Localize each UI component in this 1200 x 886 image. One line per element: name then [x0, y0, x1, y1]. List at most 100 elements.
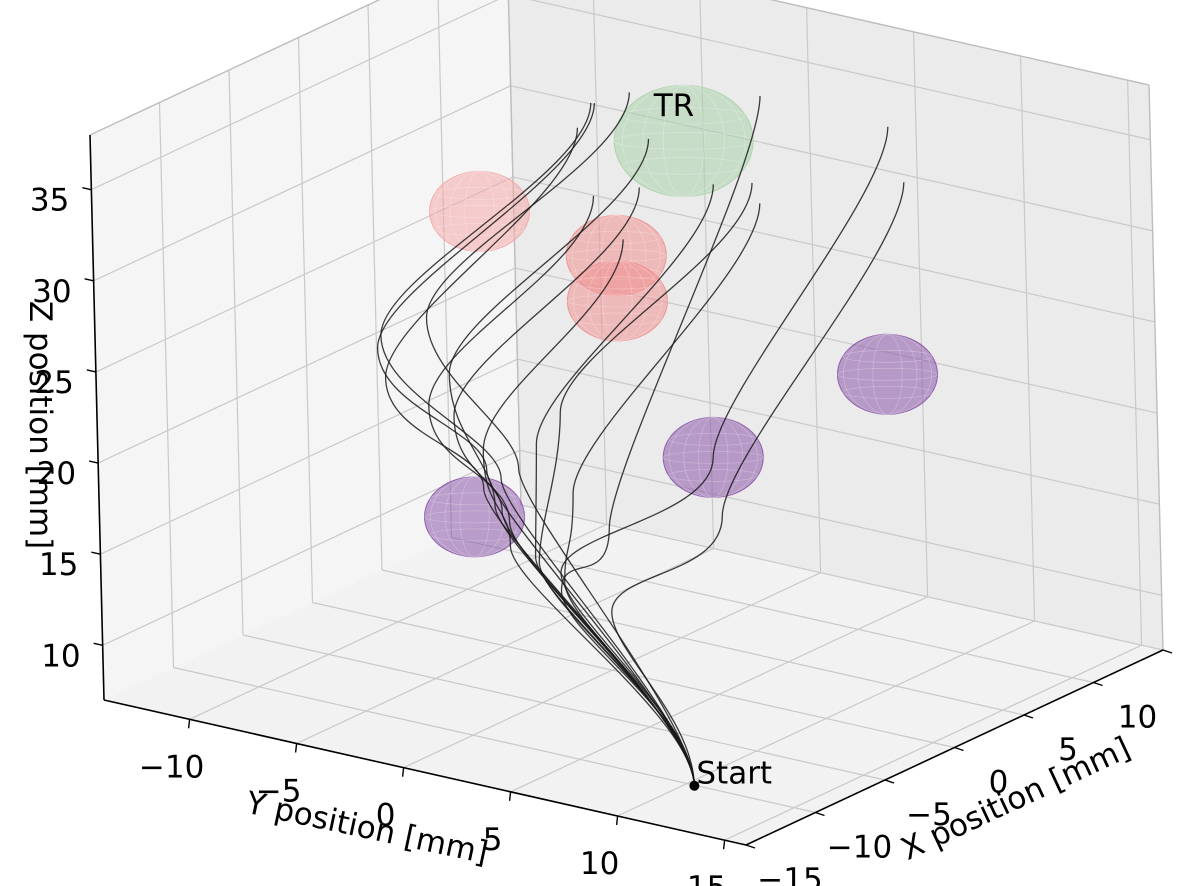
sphere-meridian	[683, 416, 744, 498]
sphere-parallel	[434, 223, 525, 236]
grid-line-z-left	[100, 358, 518, 555]
pane-edge	[769, 0, 1150, 86]
trajectory-2	[380, 102, 696, 786]
z-tick-label: 30	[32, 274, 71, 310]
sphere-parallel	[424, 510, 525, 524]
red-obstacle-3	[566, 260, 668, 342]
z-tick-mark	[86, 369, 97, 373]
x-tick-label: 10	[1118, 700, 1157, 736]
grid-line-x-floor	[242, 634, 886, 781]
markers: Start TR	[653, 88, 772, 792]
sphere-parallel	[621, 157, 747, 175]
x-tick-mark	[884, 779, 895, 784]
x-tick-mark	[745, 844, 756, 849]
grid-line-x-floor	[381, 569, 1025, 716]
z-tick-label: 35	[30, 183, 69, 219]
sphere-meridian	[872, 333, 903, 415]
z-tick-mark	[93, 642, 103, 647]
sphere-body	[423, 476, 526, 558]
trajectory-12	[560, 95, 761, 786]
sphere-parallel	[842, 385, 933, 399]
sphere-parallel	[566, 294, 668, 308]
sphere-body	[566, 260, 668, 342]
back-left-pane	[90, 0, 521, 700]
sphere-parallel	[837, 367, 938, 381]
purple-obstacle-3	[836, 333, 939, 415]
x-tick-label: −15	[757, 862, 822, 886]
sphere-parallel	[429, 528, 520, 542]
y-axis-line	[103, 699, 747, 846]
sphere-meridian	[842, 333, 933, 415]
grid-line-y-floor	[724, 644, 1142, 841]
grid-line-z-left	[97, 267, 516, 464]
sphere-parallel	[621, 107, 747, 125]
x-tick-label: −10	[827, 830, 892, 866]
sphere-meridian	[587, 260, 648, 342]
sphere-parallel	[571, 230, 662, 244]
sphere-meridian	[459, 476, 490, 558]
y-tick-label: 10	[580, 846, 619, 882]
target-sphere	[613, 84, 754, 197]
axes-spines	[82, 134, 1173, 850]
y-tick-label: 15	[687, 870, 726, 886]
grid-line-y-floor	[403, 572, 821, 769]
sphere-body	[836, 333, 939, 415]
z-axis-line	[89, 134, 105, 701]
grid-line-z-right	[517, 358, 1160, 505]
grid-line-y-floor	[189, 523, 607, 720]
grid-line-y-floor	[617, 620, 1035, 817]
pane-edge	[89, 0, 381, 136]
sphere-parallel	[842, 349, 933, 363]
grid-line-x-wall	[437, 0, 453, 538]
x-tick-label: 0	[989, 765, 1009, 801]
y-tick-mark	[187, 719, 191, 729]
pane-edge	[1148, 84, 1164, 651]
x-tick-mark	[1093, 681, 1103, 687]
sphere-parallel	[572, 276, 663, 290]
z-tick-mark	[91, 551, 101, 555]
grid-line-x-wall	[228, 69, 244, 636]
sphere-parallel	[434, 187, 525, 200]
y-tick-mark	[401, 767, 405, 777]
grid-line-y-floor	[510, 596, 928, 793]
sphere-parallel	[613, 132, 754, 150]
z-tick-mark	[88, 460, 99, 464]
y-tick-mark	[615, 815, 619, 826]
trajectory-7	[453, 187, 696, 786]
x-tick-mark	[1023, 714, 1034, 719]
grid-line-x-wall	[158, 102, 175, 668]
grid-line-y-wall	[806, 7, 822, 573]
y-tick-mark	[508, 791, 512, 801]
trajectory-1	[376, 103, 696, 786]
target-label: TR	[653, 88, 694, 124]
axes-panes	[90, 0, 1163, 845]
grid-line-z-right	[529, 0, 1151, 141]
grid-line-y-wall	[1020, 55, 1036, 622]
z-tick-mark	[84, 278, 94, 282]
start-marker	[689, 780, 700, 791]
z-tick-label: 10	[41, 638, 80, 674]
y-axis-label: Y position [mm]	[242, 785, 491, 872]
y-tick-label: −5	[256, 774, 302, 810]
grid-line-z-left	[91, 0, 499, 191]
trajectory-13	[611, 182, 905, 786]
trajectory-8	[482, 239, 696, 786]
grid-line-y-wall	[913, 31, 929, 597]
sphere-meridian	[857, 333, 918, 415]
sphere-parallel	[572, 312, 663, 326]
z-axis-label: Z position [mm]	[22, 301, 58, 549]
trajectory-11	[564, 203, 761, 786]
spheres	[423, 84, 939, 558]
x-tick-mark	[815, 811, 825, 817]
x-tick-mark	[954, 746, 964, 752]
sphere-meridian	[668, 416, 758, 498]
sphere-meridian	[449, 170, 510, 252]
sphere-body	[428, 170, 531, 252]
y-tick-mark	[294, 743, 298, 753]
grid-line-x-floor	[520, 504, 1164, 651]
y-tick-label: 5	[483, 822, 503, 858]
sphere-meridian	[602, 260, 633, 342]
sphere-meridian	[572, 260, 662, 342]
